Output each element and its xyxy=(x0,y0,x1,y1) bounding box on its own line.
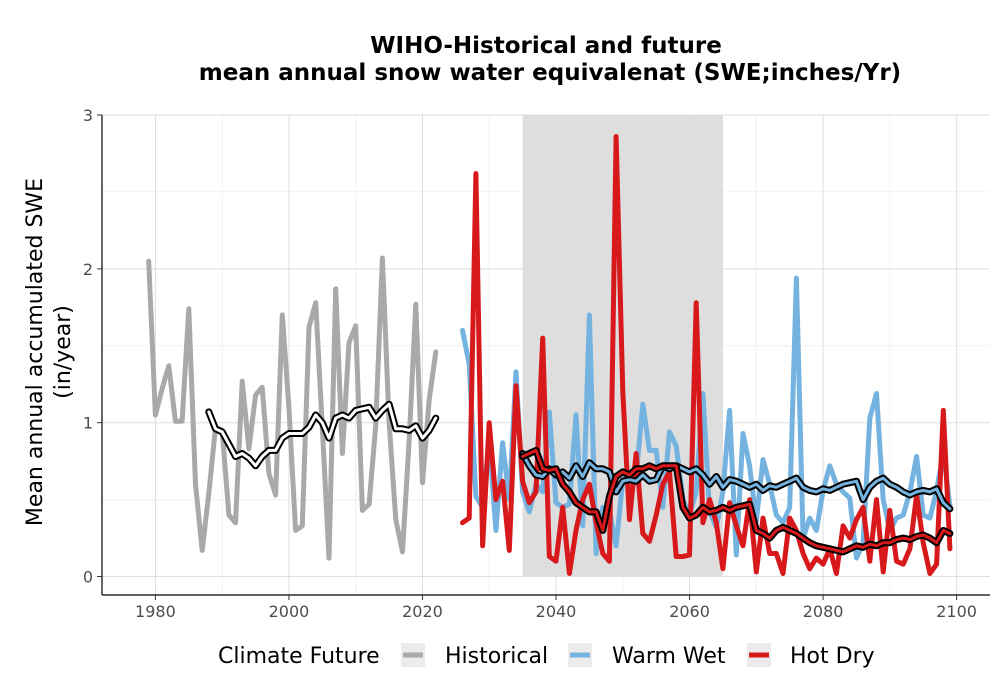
legend-title: Climate Future xyxy=(218,644,380,669)
y-axis-title-line-2: (in/year) xyxy=(51,305,76,399)
x-tick-label: 2100 xyxy=(936,602,977,621)
y-tick-label: 2 xyxy=(83,260,93,279)
x-tick-label: 2080 xyxy=(803,602,844,621)
plot-area: 1980 2000 2020 2040 2060 2080 2100 0 1 2 3 xyxy=(83,106,990,621)
x-tick-label: 2040 xyxy=(536,602,577,621)
legend-label-historical: Historical xyxy=(445,644,548,669)
x-tick-label: 2000 xyxy=(269,602,310,621)
legend-label-warm-wet: Warm Wet xyxy=(612,644,726,669)
legend-item-historical: Historical xyxy=(401,643,548,669)
chart-title-line-1: WIHO-Historical and future xyxy=(370,33,722,59)
x-tick-label: 1980 xyxy=(135,602,176,621)
series-line-hot-dry-running-mean xyxy=(521,448,952,554)
series-line-historical-running-mean xyxy=(207,402,438,468)
y-tick-label: 3 xyxy=(83,106,93,125)
y-tick-label: 1 xyxy=(83,414,93,433)
chart-title: WIHO-Historical and future mean annual s… xyxy=(199,33,901,86)
y-axis-title: Mean annual accumulated SWE (in/year) xyxy=(23,178,76,526)
x-tick-label: 2060 xyxy=(669,602,710,621)
legend-item-warm-wet: Warm Wet xyxy=(568,643,726,669)
legend-item-hot-dry: Hot Dry xyxy=(747,643,875,669)
legend-label-hot-dry: Hot Dry xyxy=(790,644,875,669)
series-line-warm-wet-running-mean xyxy=(521,452,952,511)
legend: Climate Future Historical Warm Wet Hot D… xyxy=(218,643,875,669)
chart-title-line-2: mean annual snow water equivalenat (SWE;… xyxy=(199,60,901,86)
y-axis-title-line-1: Mean annual accumulated SWE xyxy=(23,178,48,526)
series-line-historical xyxy=(146,255,439,561)
x-tick-label: 2020 xyxy=(402,602,443,621)
y-tick-label: 0 xyxy=(83,568,93,587)
